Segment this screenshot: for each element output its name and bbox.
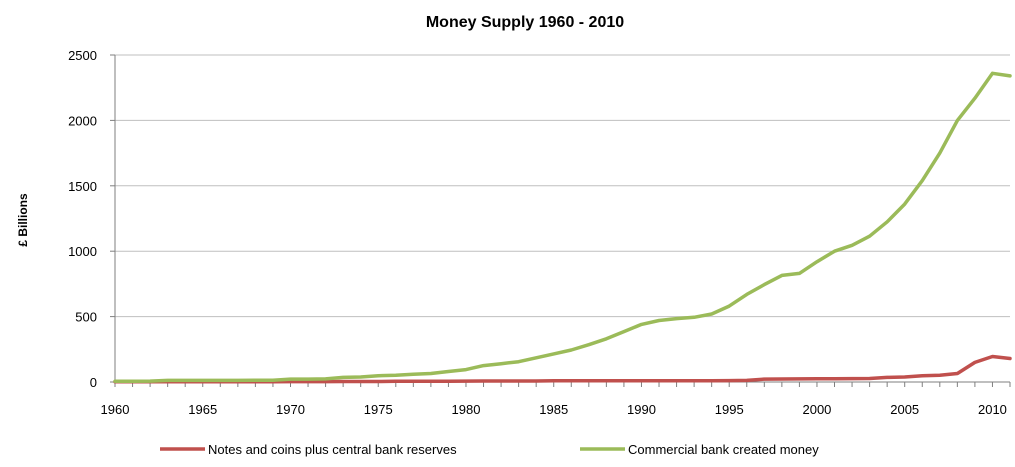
x-tick-label: 2000 (802, 402, 831, 417)
series-line-0 (113, 354, 1012, 384)
y-tick-label: 0 (90, 375, 97, 390)
y-axis-label: £ Billions (16, 193, 30, 247)
series-lines (113, 71, 1012, 384)
x-tick-label: 1980 (452, 402, 481, 417)
legend: Notes and coins plus central bank reserv… (160, 442, 819, 457)
legend-label-0: Notes and coins plus central bank reserv… (208, 442, 457, 457)
axes: 0 500 1000 1500 2000 2500 1960 1965 1970 1975 1980… (68, 48, 1011, 417)
y-tick-label: 1500 (68, 179, 97, 194)
x-tick-label: 1995 (715, 402, 744, 417)
x-tick-label: 1970 (276, 402, 305, 417)
x-tick-label: 1985 (539, 402, 568, 417)
x-tick-label: 1960 (101, 402, 130, 417)
x-tick-label: 2010 (978, 402, 1007, 417)
series-line-1 (113, 71, 1012, 384)
y-tick-label: 1000 (68, 244, 97, 259)
x-tick-label: 2005 (890, 402, 919, 417)
grid-lines (115, 54, 1010, 318)
y-tick-label: 2500 (68, 48, 97, 63)
chart-title: Money Supply 1960 - 2010 (426, 14, 624, 31)
x-tick-label: 1990 (627, 402, 656, 417)
x-tick-label: 1975 (364, 402, 393, 417)
legend-label-1: Commercial bank created money (628, 442, 819, 457)
y-tick-label: 500 (75, 310, 97, 325)
y-tick-label: 2000 (68, 113, 97, 128)
x-tick-label: 1965 (188, 402, 217, 417)
